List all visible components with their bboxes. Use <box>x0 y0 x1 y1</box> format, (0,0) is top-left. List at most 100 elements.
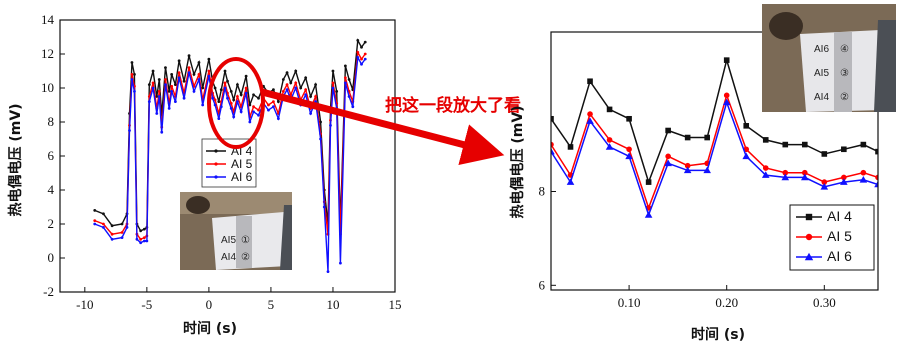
left-point-ai5 <box>187 66 191 69</box>
legend-marker <box>805 233 813 241</box>
left-y-tick-label: 0 <box>48 250 55 265</box>
left-point-ai4 <box>363 40 367 44</box>
left-point-ai6 <box>207 74 211 78</box>
left-point-ai6 <box>360 62 363 66</box>
left-point-ai6 <box>139 241 143 245</box>
left-point-ai5 <box>213 98 217 102</box>
left-point-ai5 <box>285 83 289 86</box>
right-axis-ticks: 0.10 0.20 0.30 6 8 <box>539 183 836 310</box>
left-point-ai4 <box>331 69 335 73</box>
right-point-ai5 <box>684 162 691 169</box>
left-point-ai6 <box>217 117 221 120</box>
left-point-ai5 <box>157 90 161 93</box>
right-point-ai4 <box>626 115 632 122</box>
left-point-ai4 <box>120 222 124 226</box>
left-point-ai5 <box>360 57 363 61</box>
left-point-ai5 <box>223 81 227 85</box>
left-point-ai5 <box>244 86 248 90</box>
left-point-ai4 <box>299 86 303 90</box>
right-point-ai5 <box>762 165 769 171</box>
left-point-ai4 <box>304 76 308 80</box>
right-point-ai5 <box>606 137 613 143</box>
right-point-ai5 <box>801 169 808 176</box>
left-point-ai4 <box>201 86 205 90</box>
left-point-ai6 <box>167 107 171 110</box>
left-point-ai6 <box>177 76 181 80</box>
right-point-ai4 <box>801 141 808 148</box>
left-point-ai5 <box>267 103 270 107</box>
right-series-ai6-line <box>551 99 878 218</box>
left-point-ai4 <box>223 69 227 73</box>
left-point-ai6 <box>93 222 97 226</box>
left-point-ai5 <box>130 73 134 76</box>
right-point-ai5 <box>626 146 632 153</box>
left-point-ai4 <box>319 120 322 124</box>
left-point-ai4 <box>173 83 177 86</box>
right-point-ai4 <box>860 141 867 148</box>
right-point-ai6 <box>703 166 711 174</box>
left-point-ai4 <box>151 69 155 73</box>
right-point-ai6 <box>683 166 692 174</box>
right-point-ai4 <box>723 57 730 63</box>
left-point-ai4 <box>110 224 114 228</box>
left-point-ai4 <box>314 83 317 86</box>
left-point-ai6 <box>223 86 227 90</box>
left-point-ai5 <box>281 90 285 93</box>
left-x-tick-label: -10 <box>76 297 93 312</box>
legend-marker <box>214 175 218 179</box>
legend-label: AI 6 <box>231 170 253 184</box>
left-point-ai5 <box>102 222 105 226</box>
left-point-ai5 <box>142 236 146 240</box>
legend-marker <box>214 149 218 153</box>
right-point-ai4 <box>704 134 710 141</box>
left-point-ai6 <box>276 117 280 120</box>
left-point-ai4 <box>142 227 146 231</box>
left-x-axis-label: 时间 (s) <box>183 320 237 337</box>
right-y-axis-label: 热电偶电压 (mV) <box>509 105 526 218</box>
left-point-ai5 <box>93 219 97 223</box>
left-point-ai5 <box>110 232 114 236</box>
left-point-ai5 <box>272 100 275 103</box>
left-point-ai6 <box>110 237 114 241</box>
left-point-ai4 <box>164 66 167 69</box>
right-point-ai6 <box>644 211 653 218</box>
left-point-ai4 <box>309 95 313 98</box>
left-y-tick-label: 10 <box>41 80 54 95</box>
left-point-ai6 <box>309 112 313 115</box>
left-point-ai6 <box>155 112 159 115</box>
photo-left-label-ai4: AI4 <box>221 252 236 263</box>
left-y-tick-label: 8 <box>48 114 55 129</box>
left-point-ai5 <box>207 69 211 73</box>
left-point-ai6 <box>102 226 105 229</box>
left-point-ai5 <box>197 73 201 76</box>
left-point-ai5 <box>164 78 167 81</box>
left-point-ai6 <box>197 78 201 81</box>
left-point-ai4 <box>289 81 293 85</box>
left-point-ai6 <box>272 105 275 109</box>
right-point-ai6 <box>566 178 575 185</box>
right-point-ai4 <box>567 144 574 150</box>
legend-label: AI 5 <box>827 228 852 244</box>
left-point-ai6 <box>304 93 308 97</box>
legend-marker <box>214 162 218 166</box>
left-plot-area <box>93 38 367 273</box>
left-point-ai6 <box>248 120 252 124</box>
left-point-ai6 <box>236 100 239 103</box>
left-y-tick-label: 6 <box>48 148 55 163</box>
left-point-ai4 <box>285 71 289 75</box>
left-point-ai5 <box>257 108 260 112</box>
left-point-ai4 <box>236 83 239 86</box>
right-plot-frame <box>550 31 879 291</box>
right-x-tick-label: 0.10 <box>618 295 641 310</box>
left-point-ai6 <box>219 105 223 109</box>
left-point-ai6 <box>363 57 367 61</box>
left-point-ai6 <box>322 205 326 209</box>
left-point-ai6 <box>343 81 347 85</box>
left-point-ai6 <box>125 226 129 229</box>
legend-marker <box>805 213 813 221</box>
legend-label: AI 6 <box>827 248 852 264</box>
right-point-ai5 <box>821 179 828 185</box>
left-point-ai4 <box>232 98 236 102</box>
left-y-tick-label: 14 <box>41 12 55 27</box>
right-point-ai5 <box>841 174 847 181</box>
